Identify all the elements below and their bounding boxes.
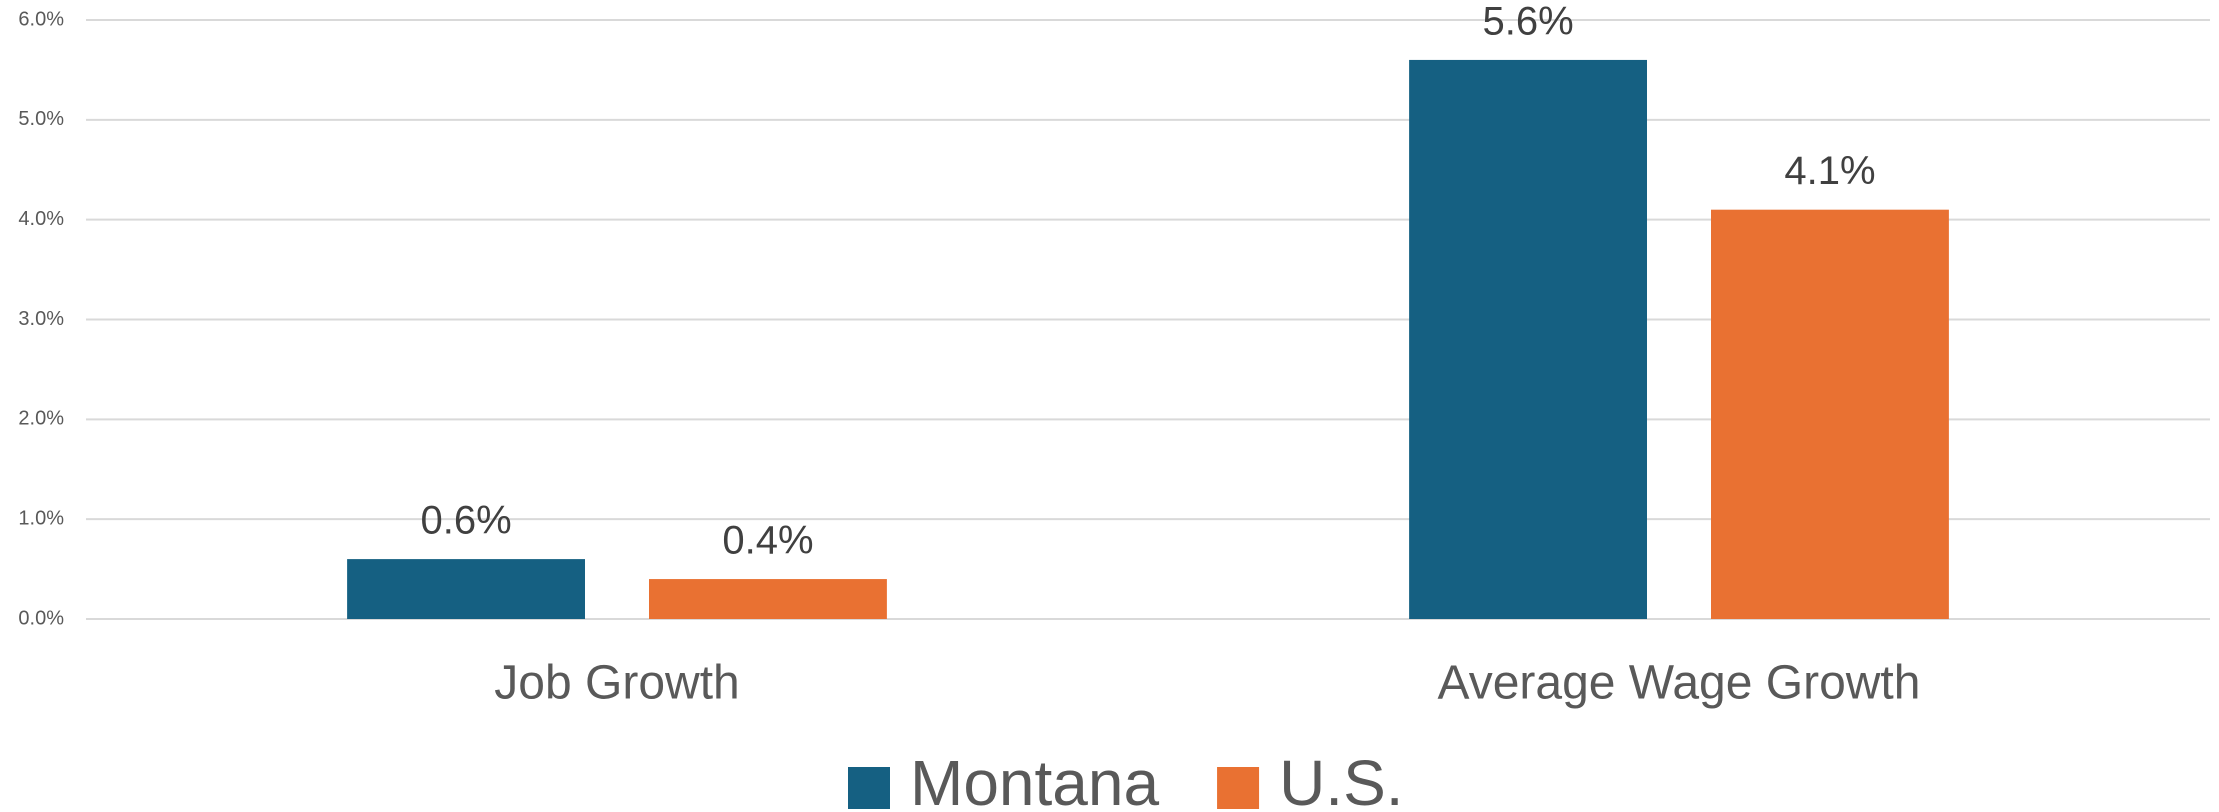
legend-swatch <box>1217 767 1260 809</box>
y-tick-label: 4.0% <box>18 208 64 230</box>
bar <box>1409 59 1647 619</box>
legend-swatch <box>848 767 890 809</box>
y-tick-label: 6.0% <box>18 8 64 30</box>
value-label: 0.4% <box>722 519 813 563</box>
value-label: 5.6% <box>1482 0 1573 43</box>
y-tick-label: 2.0% <box>18 408 64 430</box>
legend-label: Montana <box>910 747 1159 812</box>
x-tick-label: Job Growth <box>494 657 739 710</box>
legend-label: U.S. <box>1279 747 1403 812</box>
x-tick-label: Average Wage Growth <box>1438 657 1921 710</box>
bar <box>649 579 887 619</box>
y-tick-label: 1.0% <box>18 507 64 529</box>
value-label: 0.6% <box>420 499 511 543</box>
y-tick-label: 0.0% <box>18 607 64 629</box>
y-tick-label: 5.0% <box>18 108 64 130</box>
value-label: 4.1% <box>1784 149 1875 193</box>
y-tick-label: 3.0% <box>18 308 64 330</box>
bar <box>1711 209 1949 619</box>
bar <box>347 559 585 619</box>
